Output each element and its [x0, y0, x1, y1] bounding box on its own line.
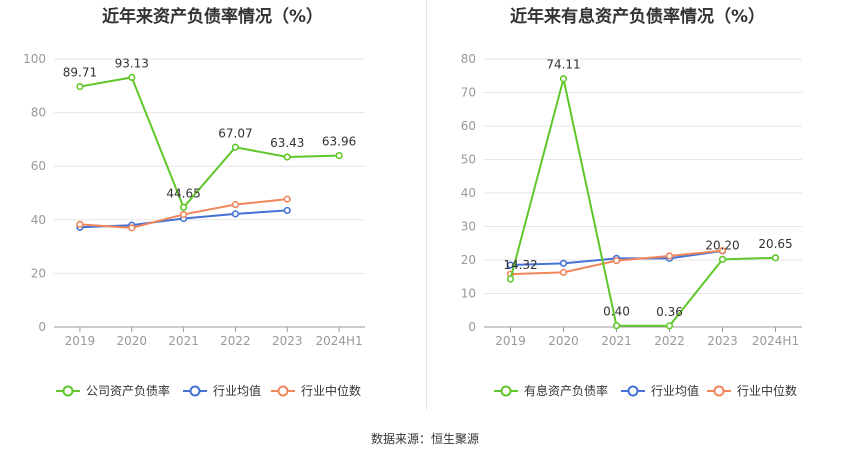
data-point [76, 220, 84, 228]
data-point [718, 247, 727, 255]
data-point [231, 210, 240, 218]
data-point [283, 153, 291, 161]
legend-label: 行业中位数 [737, 383, 797, 398]
legend-marker [627, 385, 639, 397]
x-tick-label: 2021 [168, 334, 199, 348]
data-point [718, 255, 727, 263]
x-tick-label: 2024H1 [315, 334, 362, 348]
data-point [179, 210, 188, 219]
legend-marker [277, 385, 289, 397]
data-label: 74.11 [546, 58, 580, 72]
data-point [559, 75, 568, 83]
data-label: 89.71 [63, 66, 97, 80]
chart-title-interest-debt-ratio: 近年来有息资产负债率情况（%） [509, 7, 766, 27]
legend-marker [189, 385, 201, 397]
data-point [665, 322, 674, 330]
y-tick-label: 40 [31, 213, 46, 227]
y-tick-label: 10 [461, 287, 476, 301]
x-tick-label: 2024H1 [752, 334, 799, 348]
legend-marker [713, 385, 725, 397]
y-tick-label: 80 [31, 106, 46, 120]
series-line-company [509, 78, 776, 327]
y-tick-label: 60 [461, 119, 476, 133]
data-point [179, 203, 188, 211]
x-tick-label: 2023 [707, 334, 738, 348]
y-tick-label: 30 [461, 220, 476, 234]
y-tick-label: 20 [461, 253, 476, 267]
legend-label: 有息资产负债率 [524, 383, 608, 398]
data-label: 0.40 [603, 305, 630, 319]
data-point [283, 195, 291, 203]
data-point [665, 252, 674, 260]
series-line-company [79, 76, 340, 210]
y-tick-label: 70 [461, 86, 476, 100]
data-point [128, 73, 136, 82]
y-tick-label: 80 [461, 52, 476, 66]
legend-label: 行业中位数 [301, 383, 361, 398]
legend-label: 行业均值 [213, 383, 261, 398]
chart-title-debt-ratio: 近年来资产负债率情况（%） [101, 7, 324, 27]
y-tick-label: 0 [468, 320, 476, 334]
data-point [128, 224, 136, 232]
x-tick-label: 2022 [220, 334, 251, 348]
data-point [231, 143, 240, 151]
data-label: 0.36 [656, 305, 683, 319]
data-label: 20.20 [705, 238, 739, 252]
x-tick-label: 2020 [548, 334, 579, 348]
data-source-note: 数据来源：恒生聚源 [370, 432, 479, 446]
y-tick-label: 0 [38, 320, 46, 334]
x-tick-label: 2023 [272, 334, 303, 348]
legend-marker [62, 385, 74, 397]
data-point [559, 259, 568, 267]
data-point [283, 206, 291, 215]
data-point [76, 82, 84, 91]
y-tick-label: 60 [31, 159, 46, 173]
chart-divider [426, 0, 427, 410]
y-tick-label: 20 [31, 266, 46, 280]
data-point [335, 151, 343, 160]
data-label: 14.32 [503, 258, 537, 272]
y-tick-label: 100 [23, 52, 46, 66]
data-point [506, 275, 515, 283]
y-tick-label: 50 [461, 153, 476, 167]
data-point [612, 257, 621, 265]
data-label: 20.65 [758, 237, 792, 251]
data-label: 44.65 [166, 186, 200, 200]
x-tick-label: 2019 [65, 334, 96, 348]
x-tick-label: 2021 [601, 334, 632, 348]
x-tick-label: 2020 [116, 334, 147, 348]
y-tick-label: 40 [461, 186, 476, 200]
legend-marker [500, 385, 512, 397]
data-label: 63.96 [322, 135, 356, 149]
x-tick-label: 2019 [495, 334, 526, 348]
data-label: 67.07 [218, 126, 252, 140]
data-point [612, 322, 621, 330]
legend-label: 行业均值 [651, 383, 699, 398]
data-label: 63.43 [270, 136, 304, 150]
data-point [771, 254, 780, 262]
legend-label: 公司资产负债率 [86, 383, 170, 398]
data-point [559, 268, 568, 276]
x-tick-label: 2022 [654, 334, 685, 348]
data-point [231, 200, 240, 209]
data-label: 93.13 [115, 56, 149, 70]
